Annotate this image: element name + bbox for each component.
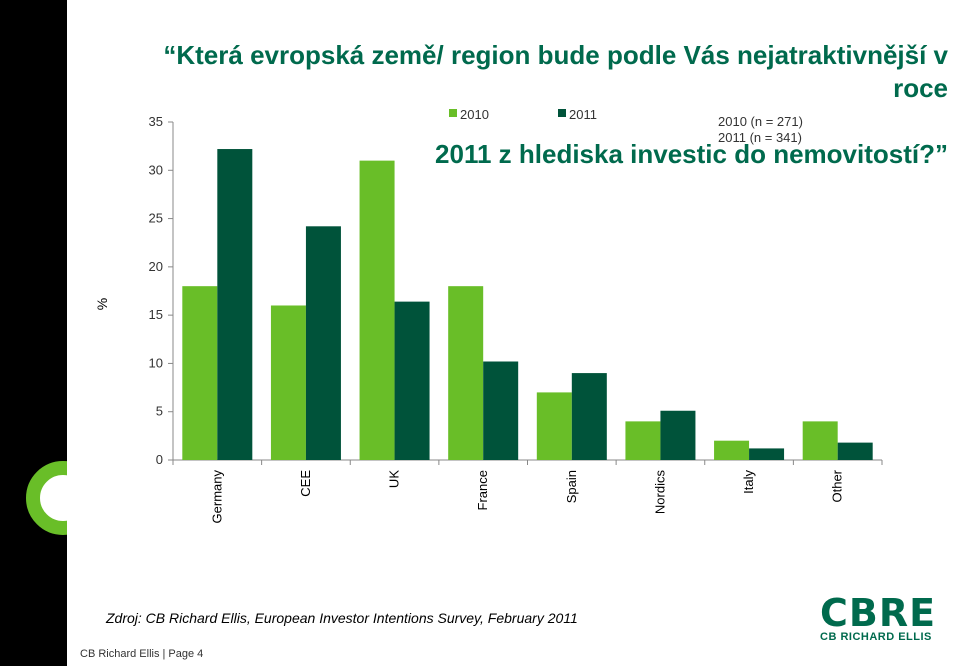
logo-sub-text: CB RICHARD ELLIS [820, 631, 932, 643]
x-category-label: France [475, 470, 490, 510]
bar-2011-other [837, 442, 873, 460]
bar-2010-uk [359, 160, 395, 460]
x-category-label: Nordics [652, 470, 667, 515]
bar-2011-cee [305, 226, 341, 460]
bar-2011-italy [749, 448, 785, 460]
source-note: Zdroj: CB Richard Ellis, European Invest… [106, 610, 578, 626]
legend-swatch-2010 [449, 109, 457, 117]
bar-2010-france [448, 286, 484, 460]
x-category-label: Spain [564, 470, 579, 503]
y-tick-label: 0 [156, 452, 163, 467]
bar-2010-nordics [625, 421, 661, 460]
y-tick-label: 20 [149, 259, 163, 274]
y-tick-label: 25 [149, 211, 163, 226]
decorative-ring-mask [67, 440, 107, 560]
x-category-label: Germany [209, 470, 224, 524]
note-line-2011: 2011 (n = 341) [718, 130, 802, 145]
bar-2011-france [483, 361, 519, 460]
y-tick-label: 30 [149, 162, 163, 177]
bar-2011-nordics [660, 410, 696, 460]
legend-swatch-2011 [558, 109, 566, 117]
bar-2010-italy [714, 440, 750, 460]
bar-2011-uk [394, 301, 430, 460]
x-category-label: CEE [298, 470, 313, 497]
x-category-label: Other [830, 469, 845, 502]
y-tick-label: 15 [149, 307, 163, 322]
page-footer: CB Richard Ellis | Page 4 [80, 648, 204, 660]
y-tick-label: 5 [156, 404, 163, 419]
bar-2010-germany [182, 286, 218, 460]
legend-label-2010: 2010 [460, 107, 489, 122]
title-line-1: “Která evropská země/ region bude podle … [163, 40, 948, 103]
bar-2010-spain [536, 392, 572, 460]
bar-2010-other [802, 421, 838, 460]
bar-2011-germany [217, 149, 253, 461]
bar-2011-spain [571, 373, 607, 460]
x-category-label: Italy [741, 470, 756, 494]
x-category-label: UK [387, 470, 402, 488]
y-tick-label: 35 [149, 114, 163, 129]
bar-2010-cee [270, 305, 306, 460]
y-axis-label: % [94, 297, 111, 311]
cbre-logo: CBRE CB RICHARD ELLIS [820, 591, 940, 643]
slide-title: “Která evropská země/ region bude podle … [110, 6, 948, 204]
left-black-bar [0, 0, 67, 666]
title-line-2: 2011 z hlediska investic do nemovitostí?… [435, 139, 948, 169]
legend-label-2011: 2011 [569, 107, 597, 122]
bar-chart: 0 5 10 15 20 25 30 35 Germany CEE UK France Spain Nor… [149, 114, 883, 524]
sample-size-note: 2010 (n = 271) 2011 (n = 341) [718, 114, 803, 146]
y-tick-label: 10 [149, 355, 163, 370]
note-line-2010: 2010 (n = 271) [718, 114, 803, 129]
logo-main-text: CBRE [820, 591, 937, 635]
